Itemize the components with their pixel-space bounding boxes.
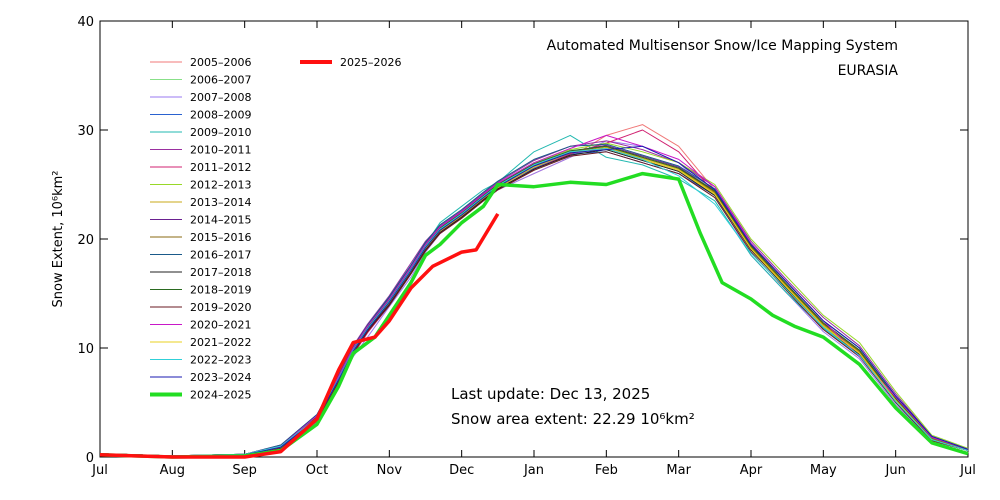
- legend-label: 2025–2026: [340, 56, 402, 69]
- legend-label: 2005–2006: [190, 56, 252, 69]
- legend-label: 2007–2008: [190, 91, 252, 104]
- x-tick-label: Apr: [740, 463, 763, 478]
- y-tick-label: 20: [77, 233, 94, 248]
- y-tick-label: 10: [77, 342, 94, 357]
- series-line: [99, 171, 969, 459]
- x-tick-label: Sep: [232, 463, 257, 478]
- chart-subtitle: EURASIA: [838, 63, 899, 79]
- series-line: [99, 212, 500, 459]
- x-tick-label: Oct: [306, 463, 328, 478]
- legend: 2005–2006 2006–2007 2007–2008 2008–2009 2009…: [150, 56, 402, 402]
- legend-label: 2006–2007: [190, 74, 252, 87]
- x-tick-label: Dec: [449, 463, 474, 478]
- legend-label: 2020–2021: [190, 319, 252, 332]
- legend-label: 2017–2018: [190, 266, 252, 279]
- legend-label: 2011–2012: [190, 161, 252, 174]
- legend-label: 2024–2025: [190, 389, 252, 402]
- legend-label: 2014–2015: [190, 214, 252, 227]
- x-tick-label: Feb: [595, 463, 618, 478]
- last-update-text: Last update: Dec 13, 2025: [451, 385, 650, 403]
- legend-label: 2023–2024: [190, 371, 252, 384]
- legend-label: 2015–2016: [190, 231, 252, 244]
- x-tick-label: Jul: [91, 463, 108, 478]
- snow-area-extent-text: Snow area extent: 22.29 10⁶km²: [451, 410, 695, 428]
- legend-label: 2009–2010: [190, 126, 252, 139]
- legend-label: 2018–2019: [190, 284, 252, 297]
- series-lines: [99, 124, 969, 459]
- legend-label: 2012–2013: [190, 179, 252, 192]
- y-axis-label: Snow Extent, 10⁶km²: [51, 171, 66, 308]
- x-tick-label: Nov: [377, 463, 403, 478]
- x-tick-label: May: [810, 463, 837, 478]
- y-tick-label: 0: [86, 451, 94, 466]
- x-tick-label: Aug: [160, 463, 185, 478]
- legend-label: 2022–2023: [190, 354, 252, 367]
- chart-title: Automated Multisensor Snow/Ice Mapping S…: [547, 38, 898, 54]
- legend-label: 2016–2017: [190, 249, 252, 262]
- series-line: [99, 145, 969, 457]
- x-tick-label: Mar: [666, 463, 691, 478]
- y-axis: 0 10 20 30 40: [77, 15, 968, 466]
- legend-label: 2010–2011: [190, 144, 252, 157]
- legend-label: 2019–2020: [190, 301, 252, 314]
- y-tick-label: 30: [77, 124, 94, 139]
- x-tick-label: Jan: [523, 463, 544, 478]
- x-tick-label: Jul: [959, 463, 976, 478]
- legend-label: 2013–2014: [190, 196, 252, 209]
- x-axis: Jul Aug Sep Oct Nov Dec Jan Feb Mar Apr May Jun Jul: [91, 21, 976, 478]
- legend-label: 2008–2009: [190, 109, 252, 122]
- y-tick-label: 40: [77, 15, 94, 30]
- x-tick-label: Jun: [885, 463, 906, 478]
- legend-label: 2021–2022: [190, 336, 252, 349]
